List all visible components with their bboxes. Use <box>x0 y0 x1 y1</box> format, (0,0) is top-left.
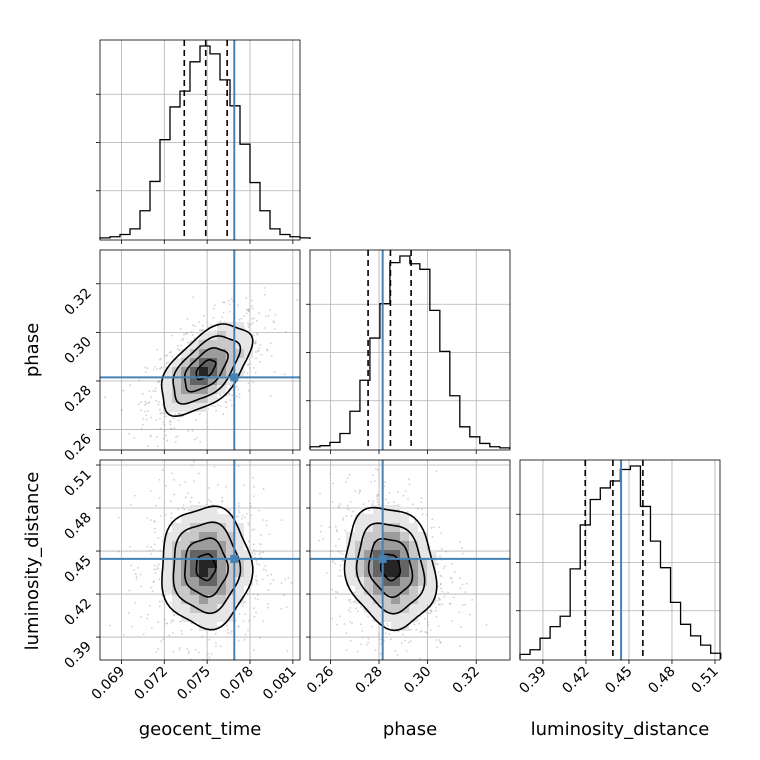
diag-geocent-time <box>96 39 311 244</box>
panel-distance-vs-geocent-time: 0.069 0.072 0.075 0.078 0.081 0.39 0.42 0.45 0.4… <box>61 459 301 704</box>
contour <box>195 553 217 582</box>
y-axis-label-luminosity-distance: luminosity_distance <box>22 472 43 651</box>
y-tick-label-luminosity_distance: 0.45 <box>61 553 94 586</box>
histogram-phase <box>309 255 511 449</box>
x-tick-label-geocent_time: 0.078 <box>217 664 257 704</box>
x-tick-label-luminosity_distance: 0.42 <box>559 664 592 697</box>
x-tick-label-phase: 0.26 <box>304 663 337 696</box>
contour <box>160 323 254 418</box>
contour <box>183 347 229 393</box>
y-tick-label-luminosity_distance: 0.48 <box>61 510 94 543</box>
y-tick-label-luminosity_distance: 0.42 <box>61 596 94 629</box>
x-tick-label-luminosity_distance: 0.45 <box>602 664 635 697</box>
truth-marker <box>230 554 239 563</box>
panel-frame <box>519 459 721 661</box>
panel-frame <box>309 249 511 451</box>
y-tick-label-phase: 0.26 <box>61 431 94 464</box>
y-tick-label-luminosity_distance: 0.39 <box>61 639 94 672</box>
x-axis-label-phase: phase <box>383 719 437 740</box>
contour <box>161 505 254 631</box>
y-tick-label-phase: 0.32 <box>61 285 94 318</box>
y-tick-label-luminosity_distance: 0.51 <box>61 467 94 500</box>
panel-frame <box>309 459 511 661</box>
truth-marker <box>230 373 239 382</box>
y-tick-label-phase: 0.30 <box>61 334 94 367</box>
y-tick-label-phase: 0.28 <box>61 382 94 415</box>
x-tick-label-luminosity_distance: 0.48 <box>645 664 678 697</box>
panel-phase-vs-geocent-time: 0.26 0.28 0.30 0.32 <box>61 249 301 464</box>
x-tick-label-phase: 0.30 <box>401 664 434 697</box>
contour <box>172 335 242 405</box>
diag-luminosity-distance: 0.39 0.42 0.45 0.48 0.51 <box>516 459 722 697</box>
truth-marker <box>378 554 387 563</box>
x-tick-label-phase: 0.28 <box>352 664 385 697</box>
diag-phase <box>306 249 511 454</box>
panel-frame <box>99 249 301 451</box>
x-tick-label-geocent_time: 0.072 <box>131 664 171 704</box>
x-axis-label-luminosity-distance: luminosity_distance <box>531 719 710 740</box>
x-tick-label-geocent_time: 0.075 <box>174 664 214 704</box>
x-tick-label-geocent_time: 0.069 <box>89 664 129 704</box>
panel-distance-vs-phase: 0.26 0.28 0.30 0.32 <box>304 459 511 697</box>
contour <box>195 359 217 381</box>
contour <box>183 537 229 598</box>
x-tick-label-luminosity_distance: 0.51 <box>688 664 721 697</box>
panel-frame <box>99 459 301 661</box>
x-tick-label-geocent_time: 0.081 <box>260 664 300 704</box>
contour <box>172 521 242 615</box>
contour <box>379 553 402 582</box>
panel-frame <box>99 39 301 241</box>
x-tick-label-phase: 0.32 <box>450 664 483 697</box>
contour <box>355 522 426 615</box>
x-tick-label-luminosity_distance: 0.39 <box>516 664 549 697</box>
y-axis-label-phase: phase <box>22 323 43 377</box>
contour <box>367 538 414 599</box>
x-axis-label-geocent-time: geocent_time <box>139 719 262 740</box>
